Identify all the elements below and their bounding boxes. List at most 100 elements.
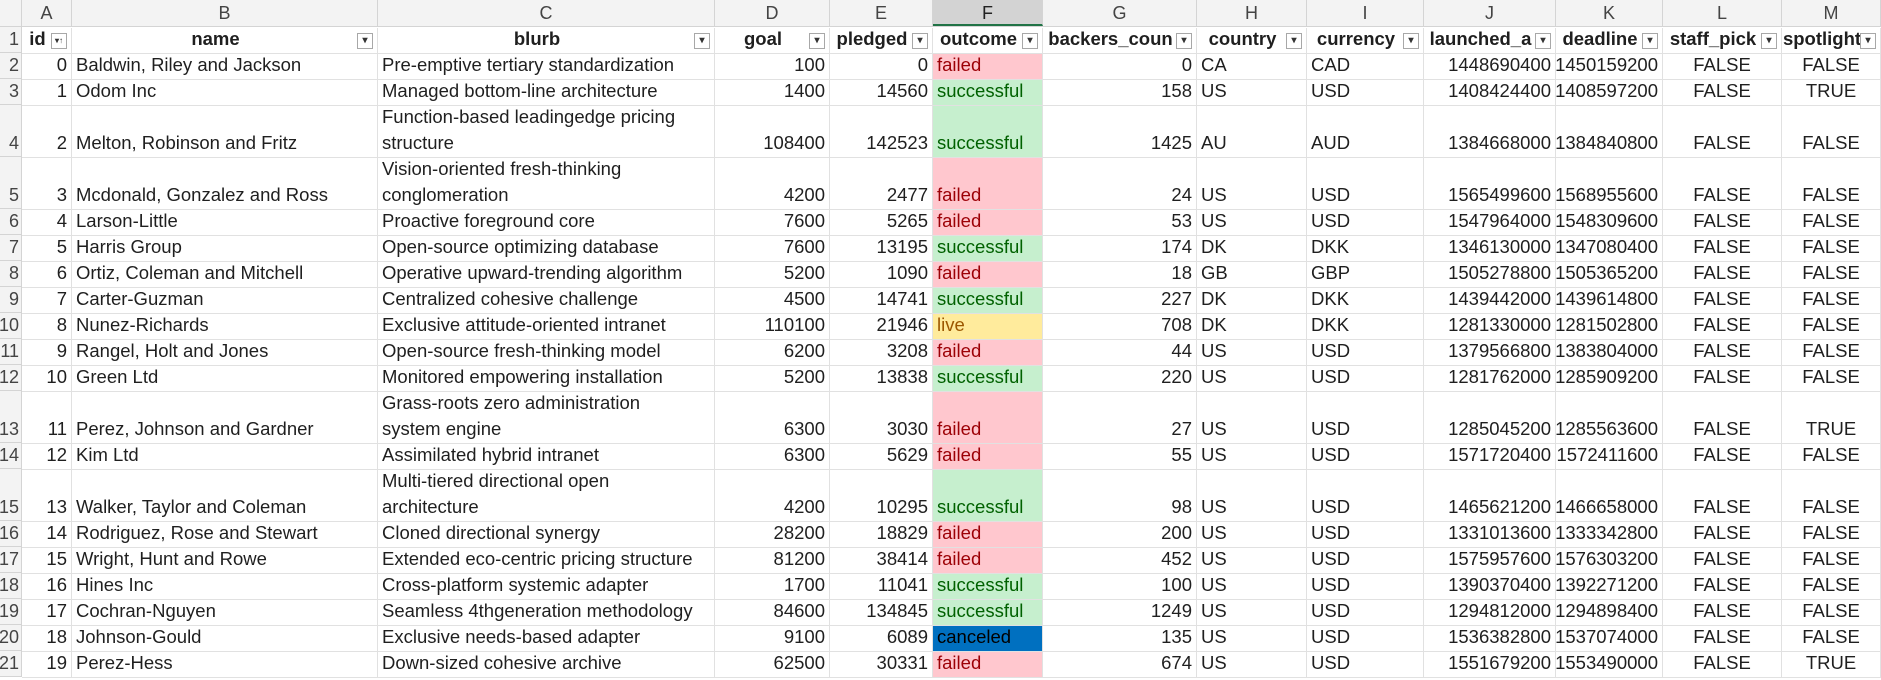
column-header-b[interactable]: B	[72, 0, 378, 26]
cell-pledged[interactable]: 5629	[830, 444, 933, 470]
cell-backers-count[interactable]: 44	[1043, 340, 1197, 366]
filter-dropdown-icon[interactable]: ▾	[1860, 33, 1876, 49]
cell-deadline[interactable]: 1333342800	[1556, 522, 1663, 548]
filter-dropdown-icon[interactable]: ▾↑	[51, 33, 67, 49]
cell-name[interactable]: Walker, Taylor and Coleman	[72, 470, 378, 522]
filter-dropdown-icon[interactable]: ▾	[809, 33, 825, 49]
header-cell-currency[interactable]: currency ▾	[1307, 28, 1424, 54]
column-header-i[interactable]: I	[1307, 0, 1424, 26]
outcome-cell-successful[interactable]: successful	[933, 106, 1043, 158]
header-cell-spotlight[interactable]: spotlight ▾	[1782, 28, 1881, 54]
cell-staff-pick[interactable]: FALSE	[1663, 522, 1782, 548]
cell-currency[interactable]: DKK	[1307, 314, 1424, 340]
cell-launched-at[interactable]: 1575957600	[1424, 548, 1556, 574]
cell-country[interactable]: US	[1197, 522, 1307, 548]
column-header-h[interactable]: H	[1197, 0, 1307, 26]
cell-deadline[interactable]: 1408597200	[1556, 80, 1663, 106]
cell-goal[interactable]: 28200	[715, 522, 830, 548]
cell-country[interactable]: US	[1197, 210, 1307, 236]
cell-country[interactable]: US	[1197, 626, 1307, 652]
cell-pledged[interactable]: 11041	[830, 574, 933, 600]
cell-backers-count[interactable]: 1249	[1043, 600, 1197, 626]
outcome-cell-successful[interactable]: successful	[933, 574, 1043, 600]
cell-blurb[interactable]: Grass-roots zero administration system en…	[378, 392, 715, 444]
cell-launched-at[interactable]: 1408424400	[1424, 80, 1556, 106]
cell-blurb[interactable]: Operative upward-trending algorithm	[378, 262, 715, 288]
cell-currency[interactable]: USD	[1307, 366, 1424, 392]
cell-currency[interactable]: GBP	[1307, 262, 1424, 288]
cell-name[interactable]: Perez, Johnson and Gardner	[72, 392, 378, 444]
filter-dropdown-icon[interactable]: ▾	[694, 33, 710, 49]
filter-dropdown-icon[interactable]: ▾	[357, 33, 373, 49]
cell-pledged[interactable]: 18829	[830, 522, 933, 548]
outcome-cell-successful[interactable]: successful	[933, 80, 1043, 106]
row-header-15[interactable]: 15	[0, 469, 22, 521]
filter-dropdown-icon[interactable]: ▾	[1642, 33, 1658, 49]
cell-currency[interactable]: USD	[1307, 210, 1424, 236]
cell-blurb[interactable]: Exclusive attitude-oriented intranet	[378, 314, 715, 340]
cell-spotlight[interactable]: FALSE	[1782, 106, 1881, 158]
cell-country[interactable]: US	[1197, 444, 1307, 470]
cell-launched-at[interactable]: 1448690400	[1424, 54, 1556, 80]
cell-pledged[interactable]: 3208	[830, 340, 933, 366]
cell-launched-at[interactable]: 1285045200	[1424, 392, 1556, 444]
cell-staff-pick[interactable]: FALSE	[1663, 262, 1782, 288]
cell-pledged[interactable]: 6089	[830, 626, 933, 652]
cell-currency[interactable]: USD	[1307, 626, 1424, 652]
cell-deadline[interactable]: 1548309600	[1556, 210, 1663, 236]
cell-pledged[interactable]: 1090	[830, 262, 933, 288]
cell-goal[interactable]: 7600	[715, 210, 830, 236]
cell-backers-count[interactable]: 53	[1043, 210, 1197, 236]
cell-name[interactable]: Baldwin, Riley and Jackson	[72, 54, 378, 80]
column-header-j[interactable]: J	[1424, 0, 1556, 26]
cell-blurb[interactable]: Centralized cohesive challenge	[378, 288, 715, 314]
cell-staff-pick[interactable]: FALSE	[1663, 158, 1782, 210]
cell-name[interactable]: Ortiz, Coleman and Mitchell	[72, 262, 378, 288]
cell-pledged[interactable]: 5265	[830, 210, 933, 236]
header-cell-pledged[interactable]: pledged ▾	[830, 28, 933, 54]
cell-pledged[interactable]: 134845	[830, 600, 933, 626]
cell-country[interactable]: US	[1197, 574, 1307, 600]
cell-blurb[interactable]: Multi-tiered directional open architectur…	[378, 470, 715, 522]
cell-backers-count[interactable]: 220	[1043, 366, 1197, 392]
cell-spotlight[interactable]: FALSE	[1782, 340, 1881, 366]
cell-launched-at[interactable]: 1505278800	[1424, 262, 1556, 288]
outcome-cell-failed[interactable]: failed	[933, 548, 1043, 574]
cell-pledged[interactable]: 21946	[830, 314, 933, 340]
cell-deadline[interactable]: 1537074000	[1556, 626, 1663, 652]
cell-id[interactable]: 2	[22, 106, 72, 158]
cell-currency[interactable]: USD	[1307, 340, 1424, 366]
cell-id[interactable]: 9	[22, 340, 72, 366]
row-header-9[interactable]: 9	[0, 287, 22, 313]
cell-currency[interactable]: USD	[1307, 470, 1424, 522]
cell-deadline[interactable]: 1553490000	[1556, 652, 1663, 678]
cell-backers-count[interactable]: 98	[1043, 470, 1197, 522]
cell-spotlight[interactable]: FALSE	[1782, 54, 1881, 80]
cell-launched-at[interactable]: 1379566800	[1424, 340, 1556, 366]
cell-goal[interactable]: 9100	[715, 626, 830, 652]
cell-staff-pick[interactable]: FALSE	[1663, 626, 1782, 652]
cell-blurb[interactable]: Proactive foreground core	[378, 210, 715, 236]
cell-staff-pick[interactable]: FALSE	[1663, 366, 1782, 392]
cell-backers-count[interactable]: 0	[1043, 54, 1197, 80]
cell-blurb[interactable]: Down-sized cohesive archive	[378, 652, 715, 678]
cell-staff-pick[interactable]: FALSE	[1663, 314, 1782, 340]
cell-pledged[interactable]: 3030	[830, 392, 933, 444]
cell-deadline[interactable]: 1572411600	[1556, 444, 1663, 470]
outcome-cell-failed[interactable]: failed	[933, 54, 1043, 80]
cell-spotlight[interactable]: FALSE	[1782, 548, 1881, 574]
cell-country[interactable]: US	[1197, 80, 1307, 106]
cell-country[interactable]: US	[1197, 392, 1307, 444]
cell-blurb[interactable]: Cloned directional synergy	[378, 522, 715, 548]
row-header-16[interactable]: 16	[0, 521, 22, 547]
cell-goal[interactable]: 1700	[715, 574, 830, 600]
cell-id[interactable]: 16	[22, 574, 72, 600]
cell-launched-at[interactable]: 1547964000	[1424, 210, 1556, 236]
column-header-k[interactable]: K	[1556, 0, 1663, 26]
cell-country[interactable]: AU	[1197, 106, 1307, 158]
cell-spotlight[interactable]: FALSE	[1782, 314, 1881, 340]
cell-blurb[interactable]: Function-based leadingedge pricing struct…	[378, 106, 715, 158]
cell-launched-at[interactable]: 1281330000	[1424, 314, 1556, 340]
filter-dropdown-icon[interactable]: ▾	[1176, 33, 1192, 49]
column-header-d[interactable]: D	[715, 0, 830, 26]
